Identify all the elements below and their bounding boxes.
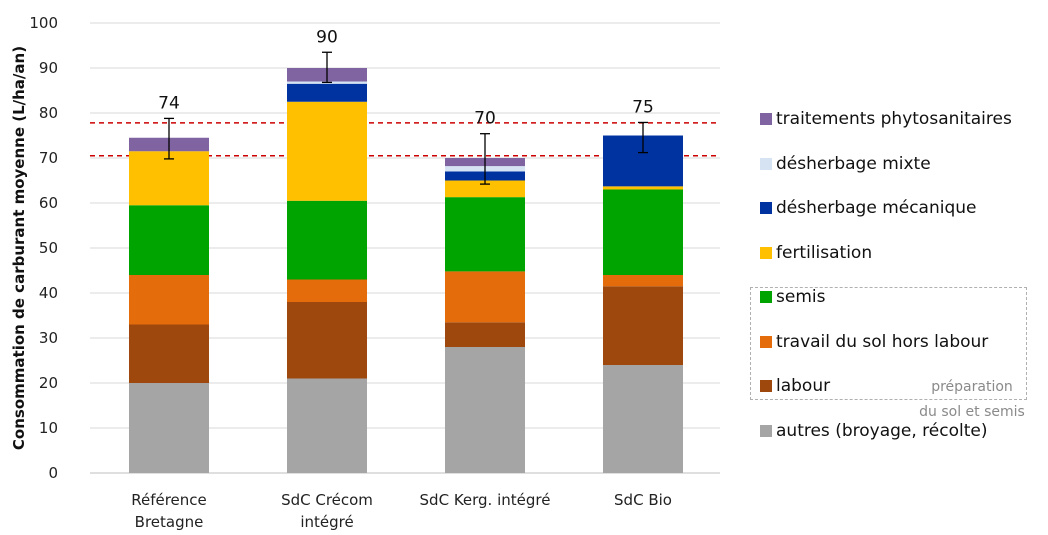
legend-swatch — [760, 335, 772, 348]
bar-segment — [603, 189, 683, 275]
bar-segment — [603, 365, 683, 473]
bar-segment — [445, 197, 525, 272]
bar-segment — [287, 302, 367, 379]
annotation-line: du sol et semis — [919, 404, 1025, 420]
bar-segment — [287, 378, 367, 473]
legend-label: fertilisation — [776, 242, 873, 263]
annotation-line: préparation — [931, 379, 1013, 395]
x-tick-label: Référence Bretagne — [131, 491, 207, 531]
y-axis-label: Consommation de carburant moyenne (L/ha/… — [10, 46, 28, 450]
legend-item: semis — [760, 286, 825, 308]
bar-segment — [445, 271, 525, 323]
bar-segment — [129, 151, 209, 206]
x-tick-label: SdC Kerg. intégré — [420, 491, 551, 509]
bar-segment — [287, 101, 367, 201]
bar-segment — [603, 286, 683, 365]
bar-segment — [129, 275, 209, 325]
y-tick-label: 60 — [39, 194, 58, 212]
total-label: 70 — [474, 109, 496, 129]
bar-segment — [445, 322, 525, 347]
y-tick-label: 90 — [39, 59, 58, 77]
bar-segment — [603, 186, 683, 190]
bars — [129, 68, 683, 473]
x-tick-label: SdC Crécom intégré — [281, 491, 373, 531]
legend-item: désherbage mixte — [760, 153, 931, 175]
y-tick-label: 40 — [39, 284, 58, 302]
y-tick-label: 100 — [29, 14, 58, 32]
legend-item: travail du sol hors labour — [760, 331, 988, 353]
legend-swatch — [760, 246, 772, 259]
soil-preparation-group-box — [750, 287, 1027, 400]
y-tick-label: 20 — [39, 374, 58, 392]
legend-item: désherbage mécanique — [760, 197, 977, 219]
error-bars — [164, 51, 648, 185]
bar-segment — [603, 275, 683, 287]
bar-segment — [287, 200, 367, 280]
legend-label: désherbage mécanique — [776, 198, 977, 218]
y-tick-label: 30 — [39, 329, 58, 347]
legend-item: autres (broyage, récolte) — [760, 420, 987, 442]
legend-label: désherbage mixte — [776, 153, 931, 174]
legend-label: traitements phytosanitaires — [776, 109, 1012, 129]
legend-item: traitements phytosanitaires — [760, 108, 1012, 130]
total-label: 90 — [316, 27, 338, 47]
soil-preparation-annotation: préparation du sol et semis — [910, 375, 1034, 425]
legend-item: labour — [760, 375, 830, 397]
bar-segment — [445, 180, 525, 198]
legend-item: fertilisation — [760, 242, 872, 264]
y-tick-label: 10 — [39, 419, 58, 437]
total-label: 75 — [632, 97, 654, 117]
bar-segment — [129, 205, 209, 275]
legend-swatch — [760, 424, 772, 437]
legend-label: autres (broyage, récolte) — [776, 420, 988, 441]
legend-swatch — [760, 202, 772, 214]
y-tick-label: 50 — [39, 239, 58, 257]
bar-segment — [129, 383, 209, 473]
legend-label: travail du sol hors labour — [776, 331, 989, 352]
bar-segment — [287, 83, 367, 102]
x-tick-label: SdC Bio — [614, 491, 672, 509]
legend-label: labour — [776, 376, 831, 396]
y-tick-label: 70 — [39, 149, 58, 167]
bar-segment — [445, 347, 525, 473]
y-tick-label: 80 — [39, 104, 58, 122]
legend-label: semis — [776, 287, 826, 307]
legend-swatch — [760, 380, 772, 392]
legend-swatch — [760, 113, 772, 125]
labels: 0 10 20 30 40 50 60 70 80 90 100 74 90 70 75 Référence B… — [29, 14, 672, 531]
y-tick-label: 0 — [48, 464, 58, 482]
legend-swatch — [760, 157, 772, 170]
total-label: 74 — [158, 93, 180, 113]
stacked-bar-chart: 0 10 20 30 40 50 60 70 80 90 100 74 90 70 75 Référence B… — [10, 14, 720, 531]
bar-segment — [287, 279, 367, 302]
bar-segment — [129, 324, 209, 383]
legend-swatch — [760, 291, 772, 303]
